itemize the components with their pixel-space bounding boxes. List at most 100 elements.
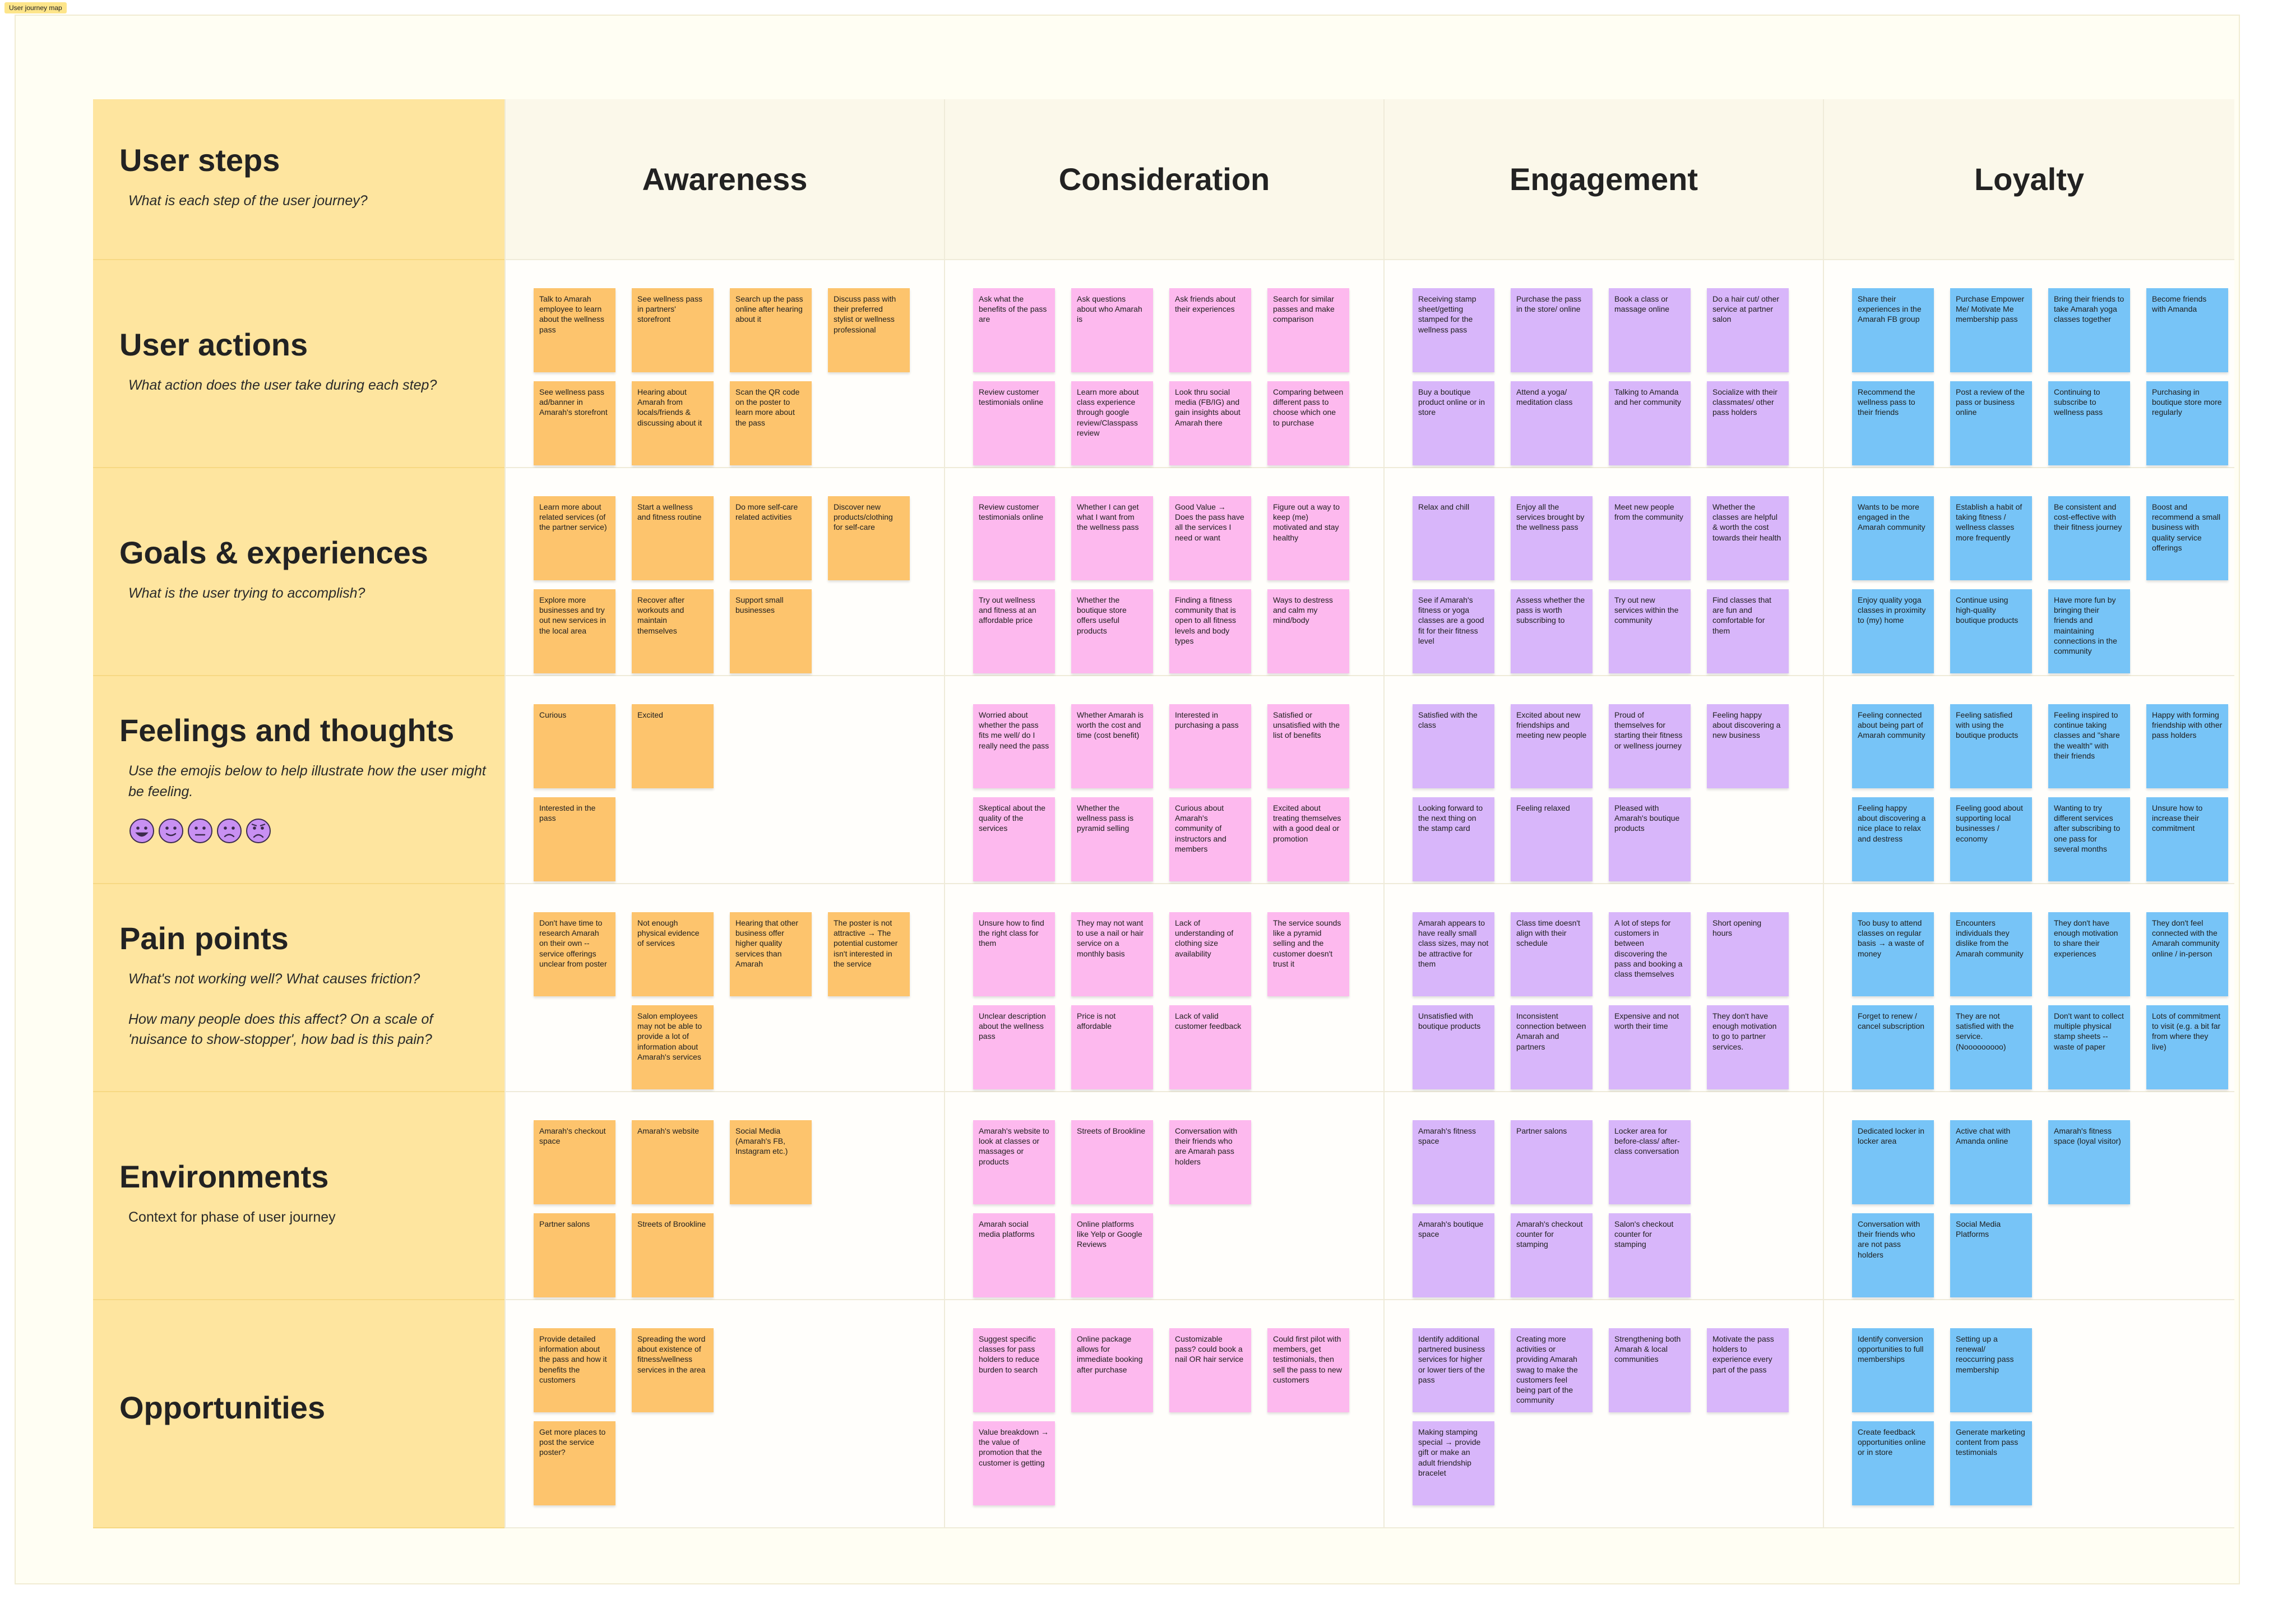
- sticky-note[interactable]: Discover new products/clothing for self-…: [828, 496, 910, 580]
- sticky-note[interactable]: Interested in purchasing a pass: [1169, 704, 1251, 788]
- sticky-note[interactable]: Curious about Amarah's community of inst…: [1169, 797, 1251, 881]
- sticky-note[interactable]: Amarah's fitness space (loyal visitor): [2048, 1120, 2130, 1204]
- sticky-note[interactable]: Post a review of the pass or business on…: [1950, 381, 2032, 465]
- sticky-note[interactable]: Try out wellness and fitness at an affor…: [973, 589, 1055, 673]
- sticky-note[interactable]: Social Media Platforms: [1950, 1213, 2032, 1297]
- sticky-note[interactable]: They don't feel connected with the Amara…: [2146, 912, 2228, 996]
- sticky-note[interactable]: Looking forward to the next thing on the…: [1413, 797, 1494, 881]
- sticky-note[interactable]: Have more fun by bringing their friends …: [2048, 589, 2130, 673]
- sticky-note[interactable]: Short opening hours: [1707, 912, 1789, 996]
- sticky-note[interactable]: Do a hair cut/ other service at partner …: [1707, 288, 1789, 372]
- sticky-note[interactable]: Interested in the pass: [534, 797, 615, 881]
- sticky-note[interactable]: Amarah's checkout space: [534, 1120, 615, 1204]
- sticky-note[interactable]: Book a class or massage online: [1609, 288, 1691, 372]
- sticky-note[interactable]: Assess whether the pass is worth subscri…: [1511, 589, 1593, 673]
- sticky-note[interactable]: Whether the boutique store offers useful…: [1071, 589, 1153, 673]
- sticky-note[interactable]: Online platforms like Yelp or Google Rev…: [1071, 1213, 1153, 1297]
- sticky-note[interactable]: Inconsistent connection between Amarah a…: [1511, 1005, 1593, 1089]
- sticky-note[interactable]: The poster is not attractive → The poten…: [828, 912, 910, 996]
- sticky-note[interactable]: Too busy to attend classes on regular ba…: [1852, 912, 1934, 996]
- sticky-note[interactable]: Share their experiences in the Amarah FB…: [1852, 288, 1934, 372]
- sticky-note[interactable]: Online package allows for immediate book…: [1071, 1328, 1153, 1412]
- sticky-note[interactable]: Bring their friends to take Amarah yoga …: [2048, 288, 2130, 372]
- sticky-note[interactable]: Lack of valid customer feedback: [1169, 1005, 1251, 1089]
- sticky-note[interactable]: Identify additional partnered business s…: [1413, 1328, 1494, 1412]
- sticky-note[interactable]: Discuss pass with their preferred stylis…: [828, 288, 910, 372]
- sticky-note[interactable]: Worried about whether the pass fits me w…: [973, 704, 1055, 788]
- sticky-note[interactable]: Feeling relaxed: [1511, 797, 1593, 881]
- sticky-note[interactable]: Amarah's website: [632, 1120, 714, 1204]
- sticky-note[interactable]: Purchase Empower Me/ Motivate Me members…: [1950, 288, 2032, 372]
- sticky-note[interactable]: Amarah social media platforms: [973, 1213, 1055, 1297]
- sticky-note[interactable]: Forget to renew / cancel subscription: [1852, 1005, 1934, 1089]
- sticky-note[interactable]: Pleased with Amarah's boutique products: [1609, 797, 1691, 881]
- sticky-note[interactable]: Feeling good about supporting local busi…: [1950, 797, 2032, 881]
- sticky-note[interactable]: Conversation with their friends who are …: [1169, 1120, 1251, 1204]
- sticky-note[interactable]: Satisfied or unsatisfied with the list o…: [1267, 704, 1349, 788]
- sticky-note[interactable]: A lot of steps for customers in between …: [1609, 912, 1691, 996]
- sticky-note[interactable]: Scan the QR code on the poster to learn …: [730, 381, 812, 465]
- sticky-note[interactable]: Boost and recommend a small business wit…: [2146, 496, 2228, 580]
- sticky-note[interactable]: Try out new services within the communit…: [1609, 589, 1691, 673]
- sticky-note[interactable]: Talking to Amanda and her community: [1609, 381, 1691, 465]
- sticky-note[interactable]: They don't have enough motivation to go …: [1707, 1005, 1789, 1089]
- sticky-note[interactable]: Continue using high-quality boutique pro…: [1950, 589, 2032, 673]
- sticky-note[interactable]: Skeptical about the quality of the servi…: [973, 797, 1055, 881]
- sticky-note[interactable]: Receiving stamp sheet/getting stamped fo…: [1413, 288, 1494, 372]
- sticky-note[interactable]: Partner salons: [534, 1213, 615, 1297]
- sticky-note[interactable]: Making stamping special → provide gift o…: [1413, 1421, 1494, 1505]
- sticky-note[interactable]: Excited about new friendships and meetin…: [1511, 704, 1593, 788]
- sticky-note[interactable]: Learn more about class experience throug…: [1071, 381, 1153, 465]
- sticky-note[interactable]: Whether I can get what I want from the w…: [1071, 496, 1153, 580]
- sticky-note[interactable]: Explore more businesses and try out new …: [534, 589, 615, 673]
- sticky-note[interactable]: Streets of Brookline: [632, 1213, 714, 1297]
- sticky-note[interactable]: Not enough physical evidence of services: [632, 912, 714, 996]
- sticky-note[interactable]: Finding a fitness community that is open…: [1169, 589, 1251, 673]
- sticky-note[interactable]: Locker area for before-class/ after-clas…: [1609, 1120, 1691, 1204]
- sticky-note[interactable]: Feeling happy about discovering a new bu…: [1707, 704, 1789, 788]
- sticky-note[interactable]: Establish a habit of taking fitness / we…: [1950, 496, 2032, 580]
- sticky-note[interactable]: Support small businesses: [730, 589, 812, 673]
- sticky-note[interactable]: Provide detailed information about the p…: [534, 1328, 615, 1412]
- sticky-note[interactable]: Active chat with Amanda online: [1950, 1120, 2032, 1204]
- sticky-note[interactable]: Whether Amarah is worth the cost and tim…: [1071, 704, 1153, 788]
- sticky-note[interactable]: Excited about treating themselves with a…: [1267, 797, 1349, 881]
- sticky-note[interactable]: Encounters individuals they dislike from…: [1950, 912, 2032, 996]
- sticky-note[interactable]: Identify conversion opportunities to ful…: [1852, 1328, 1934, 1412]
- sticky-note[interactable]: Feeling happy about discovering a nice p…: [1852, 797, 1934, 881]
- sticky-note[interactable]: Start a wellness and fitness routine: [632, 496, 714, 580]
- sticky-note[interactable]: Purchase the pass in the store/ online: [1511, 288, 1593, 372]
- sticky-note[interactable]: They may not want to use a nail or hair …: [1071, 912, 1153, 996]
- sticky-note[interactable]: Amarah's checkout counter for stamping: [1511, 1213, 1593, 1297]
- sticky-note[interactable]: Setting up a renewal/ reoccurring pass m…: [1950, 1328, 2032, 1412]
- sticky-note[interactable]: See if Amarah's fitness or yoga classes …: [1413, 589, 1494, 673]
- sticky-note[interactable]: Amarah's website to look at classes or m…: [973, 1120, 1055, 1204]
- sticky-note[interactable]: The service sounds like a pyramid sellin…: [1267, 912, 1349, 996]
- sticky-note[interactable]: Expensive and not worth their time: [1609, 1005, 1691, 1089]
- sticky-note[interactable]: Wanting to try different services after …: [2048, 797, 2130, 881]
- sticky-note[interactable]: Satisfied with the class: [1413, 704, 1494, 788]
- sticky-note[interactable]: Value breakdown → the value of promotion…: [973, 1421, 1055, 1505]
- sticky-note[interactable]: Amarah's boutique space: [1413, 1213, 1494, 1297]
- sticky-note[interactable]: Purchasing in boutique store more regula…: [2146, 381, 2228, 465]
- sticky-note[interactable]: Don't want to collect multiple physical …: [2048, 1005, 2130, 1089]
- sticky-note[interactable]: Ways to destress and calm my mind/body: [1267, 589, 1349, 673]
- sticky-note[interactable]: Meet new people from the community: [1609, 496, 1691, 580]
- sticky-note[interactable]: Suggest specific classes for pass holder…: [973, 1328, 1055, 1412]
- sticky-note[interactable]: Unclear description about the wellness p…: [973, 1005, 1055, 1089]
- sticky-note[interactable]: Ask what the benefits of the pass are: [973, 288, 1055, 372]
- sticky-note[interactable]: Unsure how to increase their commitment: [2146, 797, 2228, 881]
- sticky-note[interactable]: Curious: [534, 704, 615, 788]
- sticky-note[interactable]: Socialize with their classmates/ other p…: [1707, 381, 1789, 465]
- sticky-note[interactable]: Search up the pass online after hearing …: [730, 288, 812, 372]
- sticky-note[interactable]: Salon employees may not be able to provi…: [632, 1005, 714, 1089]
- sticky-note[interactable]: Could first pilot with members, get test…: [1267, 1328, 1349, 1412]
- sticky-note[interactable]: Search for similar passes and make compa…: [1267, 288, 1349, 372]
- sticky-note[interactable]: They are not satisfied with the service.…: [1950, 1005, 2032, 1089]
- sticky-note[interactable]: Salon's checkout counter for stamping: [1609, 1213, 1691, 1297]
- sticky-note[interactable]: Find classes that are fun and comfortabl…: [1707, 589, 1789, 673]
- sticky-note[interactable]: Amarah appears to have really small clas…: [1413, 912, 1494, 996]
- sticky-note[interactable]: Feeling inspired to continue taking clas…: [2048, 704, 2130, 788]
- sticky-note[interactable]: Dedicated locker in locker area: [1852, 1120, 1934, 1204]
- sticky-note[interactable]: Social Media (Amarah's FB, Instagram etc…: [730, 1120, 812, 1204]
